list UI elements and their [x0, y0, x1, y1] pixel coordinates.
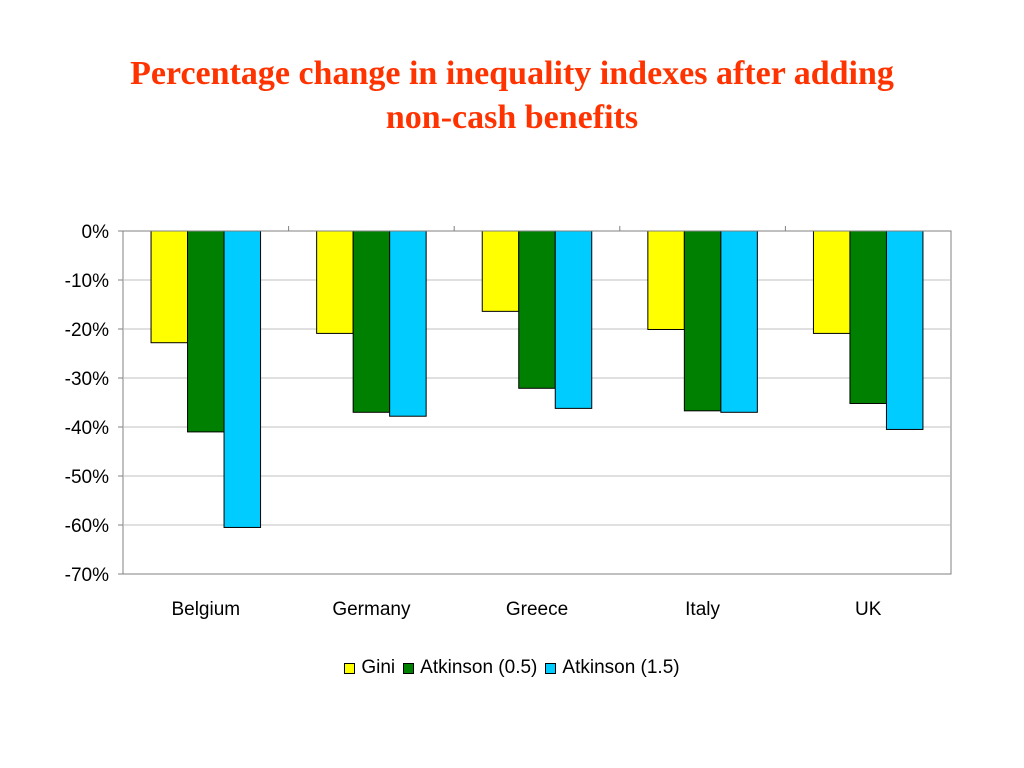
chart-title-line-2: non-cash benefits [385, 99, 639, 136]
legend-item-atkinson-1-5: Atkinson (1.5) [545, 657, 680, 679]
x-tick-label: Germany [332, 599, 411, 620]
bar-atkinson-1-5-italy [720, 230, 758, 413]
bar-atkinson-1-5-germany [389, 230, 427, 417]
bar-atkinson-0-5-greece [518, 230, 556, 389]
bar-gini-uk [812, 230, 851, 334]
chart-title: Percentage change in inequality indexes … [0, 52, 1024, 140]
bar-gini-belgium [150, 230, 189, 344]
legend-label-gini: Gini [361, 657, 396, 678]
bar-atkinson-1-5-belgium [223, 230, 262, 528]
bar-gini-germany [316, 230, 354, 334]
legend-swatch-atkinson-0-5 [403, 662, 415, 674]
x-tick-label: Greece [506, 599, 568, 620]
legend-swatch-gini [344, 662, 356, 674]
legend-item-gini: Gini [344, 657, 395, 679]
legend-label-atkinson-0-5: Atkinson (0.5) [420, 657, 538, 678]
x-tick-label: Belgium [171, 599, 240, 620]
legend-label-atkinson-1-5: Atkinson (1.5) [562, 657, 680, 678]
y-tick-label: 0% [82, 222, 110, 243]
y-tick-label: -40% [65, 418, 109, 439]
bar-gini-greece [481, 230, 520, 312]
legend-item-atkinson-0-5: Atkinson (0.5) [403, 657, 537, 679]
x-tick-label: UK [855, 599, 882, 620]
chart-title-line-1: Percentage change in inequality indexes … [130, 55, 894, 92]
y-tick-label: -60% [65, 516, 109, 537]
bar-atkinson-0-5-germany [352, 230, 391, 413]
bar-atkinson-0-5-belgium [187, 230, 225, 433]
legend-swatch-atkinson-1-5 [545, 662, 557, 674]
bar-atkinson-0-5-uk [849, 230, 887, 404]
chart-legend: Gini Atkinson (0.5) Atkinson (1.5) [0, 657, 1024, 679]
y-tick-label: -70% [65, 565, 109, 586]
y-tick-label: -50% [65, 467, 109, 488]
bar-atkinson-1-5-uk [885, 230, 924, 430]
y-tick-label: -30% [65, 369, 109, 390]
y-tick-label: -10% [65, 271, 109, 292]
bar-atkinson-0-5-italy [683, 230, 722, 412]
bar-gini-italy [647, 230, 685, 330]
bar-atkinson-1-5-greece [554, 230, 593, 409]
y-tick-label: -20% [65, 320, 109, 341]
x-tick-label: Italy [685, 599, 720, 620]
